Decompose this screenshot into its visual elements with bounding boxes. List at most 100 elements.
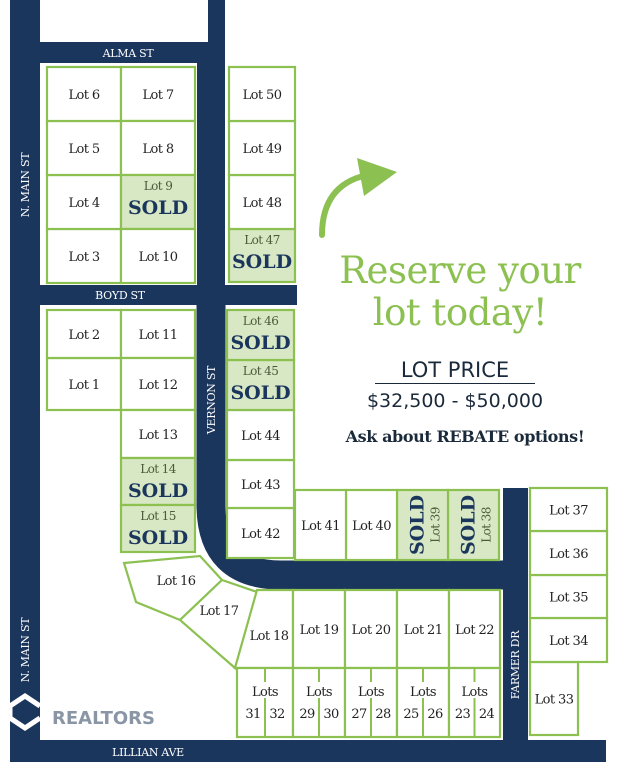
lot-1[interactable]: Lot 1 [45,356,123,412]
sold-stamp: SOLD [407,495,429,555]
lot-7[interactable]: Lot 7 [119,65,197,123]
lot-4[interactable]: Lot 4 [45,173,123,231]
label-bg [356,682,386,698]
lot-22[interactable]: Lot 22 [447,588,502,670]
lot-label: Lot 8 [142,142,173,157]
lot-5[interactable]: Lot 5 [45,119,123,177]
lot-44[interactable]: Lot 44 [225,408,296,462]
realtors-watermark: REALTORS [7,692,155,732]
lot-8[interactable]: Lot 8 [119,119,197,177]
lot-shape[interactable] [119,456,197,507]
lot-45[interactable]: Lot 45 SOLD [225,358,296,412]
lot-shape[interactable] [119,119,197,177]
lots-label: Lots [252,685,278,700]
lot-34[interactable]: Lot 34 [528,616,609,664]
lot-39[interactable]: SOLD Lot 39 [395,488,450,562]
label-bg [459,682,490,698]
lot-12[interactable]: Lot 12 [119,356,197,412]
lot-15[interactable]: Lot 15 SOLD [119,503,197,554]
lot-shape[interactable] [45,173,123,231]
lot-14[interactable]: Lot 14 SOLD [119,456,197,507]
lot-shape[interactable] [119,227,197,285]
road-vernon-upper [197,42,225,302]
lot-37[interactable]: Lot 37 [528,486,609,533]
lot-shape[interactable] [225,308,296,362]
lot-50[interactable]: Lot 50 [227,65,297,123]
lot-shape[interactable] [119,173,197,231]
lot-43[interactable]: Lot 43 [225,458,296,510]
lot-shape[interactable] [227,227,297,284]
lot-47[interactable]: Lot 47 SOLD [227,227,297,284]
street-label-alma: ALMA ST [102,47,155,60]
lot-shape[interactable] [119,408,197,460]
lot-shape[interactable] [528,486,609,533]
lot-shape[interactable] [528,573,609,620]
street-labels: ALMA ST BOYD ST N. MAIN ST N. MAIN ST VE… [19,47,522,759]
lots-31-32[interactable]: Lots 31 32 [235,666,295,739]
lot-number: 29 [299,707,315,722]
lot-46[interactable]: Lot 46 SOLD [225,308,296,362]
lot-number: 27 [351,707,367,722]
lot-label: Lot 34 [549,634,588,649]
lot-label: Lot 47 [244,233,280,247]
lots-29-30[interactable]: Lots 29 30 [291,666,347,739]
lots-23-24[interactable]: Lots 23 24 [447,666,502,739]
lot-shape[interactable] [45,308,123,360]
lot-3[interactable]: Lot 3 [45,227,123,285]
lot-label: Lot 18 [250,629,289,644]
lots-label: Lots [410,685,436,700]
lot-label: Lot 37 [549,504,588,519]
lot-49[interactable]: Lot 49 [227,119,297,177]
street-label-boyd: BOYD ST [95,289,146,302]
lots-25-26[interactable]: Lots 25 26 [395,666,451,739]
lot-shape[interactable] [528,660,580,737]
roads [10,0,606,762]
lot-10[interactable]: Lot 10 [119,227,197,285]
lot-6[interactable]: Lot 6 [45,65,123,123]
lots-27-28[interactable]: Lots 27 28 [343,666,399,739]
street-label-farmer: FARMER DR [509,630,522,699]
sold-stamp: SOLD [230,382,290,404]
lot-36[interactable]: Lot 36 [528,529,609,577]
lot-9[interactable]: Lot 9 SOLD [119,173,197,231]
lot-shape[interactable] [447,588,502,670]
lot-label: Lot 1 [68,378,99,393]
lot-42[interactable]: Lot 42 [225,506,296,560]
road-lillian-ave [10,740,606,762]
lot-shape[interactable] [227,173,297,231]
lot-shape[interactable] [119,308,197,360]
lot-48[interactable]: Lot 48 [227,173,297,231]
lot-11[interactable]: Lot 11 [119,308,197,360]
lot-shape[interactable] [528,529,609,577]
lot-2[interactable]: Lot 2 [45,308,123,360]
lot-label: Lot 39 [429,507,443,543]
lot-label: Lot 35 [549,591,588,606]
lot-21[interactable]: Lot 21 [395,588,451,670]
sold-stamp: SOLD [128,197,188,219]
lot-20[interactable]: Lot 20 [343,588,399,670]
lot-shape[interactable] [225,358,296,412]
street-label-vernon: VERNON ST [205,365,218,435]
lot-38[interactable]: SOLD Lot 38 [446,488,501,562]
lot-33[interactable]: Lot 33 [528,660,580,737]
lot-19[interactable]: Lot 19 [291,588,347,670]
lots-label: Lots [462,685,488,700]
lot-35[interactable]: Lot 35 [528,573,609,620]
lot-shape[interactable] [344,488,399,562]
lot-13[interactable]: Lot 13 [119,408,197,460]
lot-41[interactable]: Lot 41 [293,488,348,562]
lot-shape[interactable] [45,65,123,123]
road-farmer-dr [503,488,528,762]
lot-label: Lot 21 [404,623,443,638]
road-boyd-st [40,285,297,305]
lot-shape[interactable] [119,356,197,412]
lot-shape[interactable] [446,488,501,562]
lot-shape[interactable] [395,488,450,562]
lot-shape[interactable] [227,65,297,123]
sold-stamp: SOLD [128,527,188,549]
lot-label: Lot 9 [144,179,172,193]
lot-40[interactable]: Lot 40 [344,488,399,562]
lot-shape[interactable] [119,503,197,554]
lot-label: Lot 19 [300,623,339,638]
lot-label: Lot 12 [139,378,178,393]
